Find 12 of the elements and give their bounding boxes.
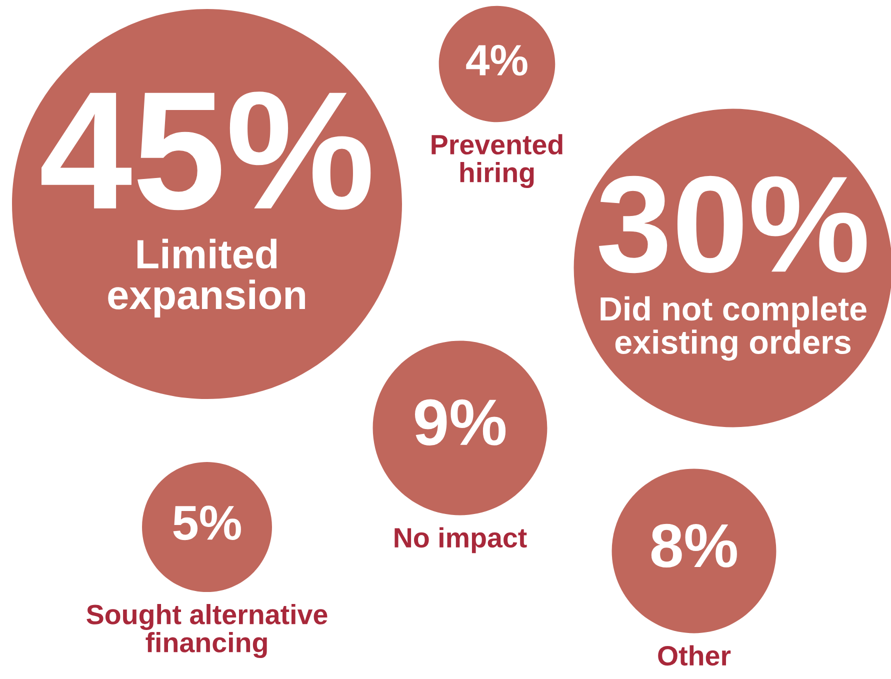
data-label: 5% bbox=[173, 506, 241, 540]
category-label: Sought alternative financing bbox=[86, 604, 328, 658]
category-label: Limited expansion bbox=[108, 238, 305, 318]
category-label: Other bbox=[658, 645, 731, 666]
category-label: Prevented hiring bbox=[432, 134, 562, 188]
data-label: 9% bbox=[415, 399, 506, 446]
data-label: 8% bbox=[651, 524, 737, 568]
category-label: No impact bbox=[394, 527, 527, 554]
data-label: 4% bbox=[466, 44, 528, 76]
category-label: Did not complete existing orders bbox=[600, 296, 866, 361]
data-label: 30% bbox=[598, 176, 867, 274]
data-label: 45% bbox=[42, 92, 371, 210]
